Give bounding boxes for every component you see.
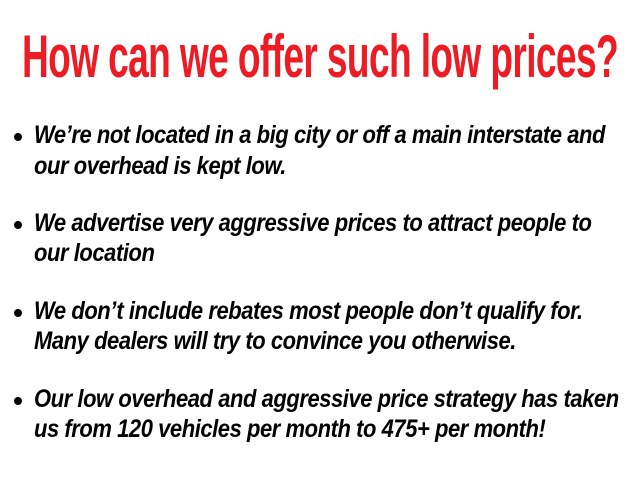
bullet-line: us from 120 vehicles per month to 475+ p… [34, 415, 546, 443]
bullet-icon [14, 397, 22, 405]
bullet-icon [14, 133, 22, 141]
bullet-line: Our low overhead and aggressive price st… [34, 385, 619, 413]
slide-title: How can we offer such low prices? [22, 23, 619, 90]
bullet-line: Many dealers will try to convince you ot… [34, 327, 516, 355]
bullet-line: We don’t include rebates most people don… [34, 297, 583, 325]
bullet-line: We advertise very aggressive prices to a… [34, 209, 592, 237]
bullet-icon [14, 309, 22, 317]
bullet-line: We’re not located in a big city or off a… [34, 121, 605, 149]
bullet-icon [14, 221, 22, 229]
bullet-line: our location [34, 239, 155, 267]
bullet-line: our overhead is kept low. [34, 152, 286, 180]
